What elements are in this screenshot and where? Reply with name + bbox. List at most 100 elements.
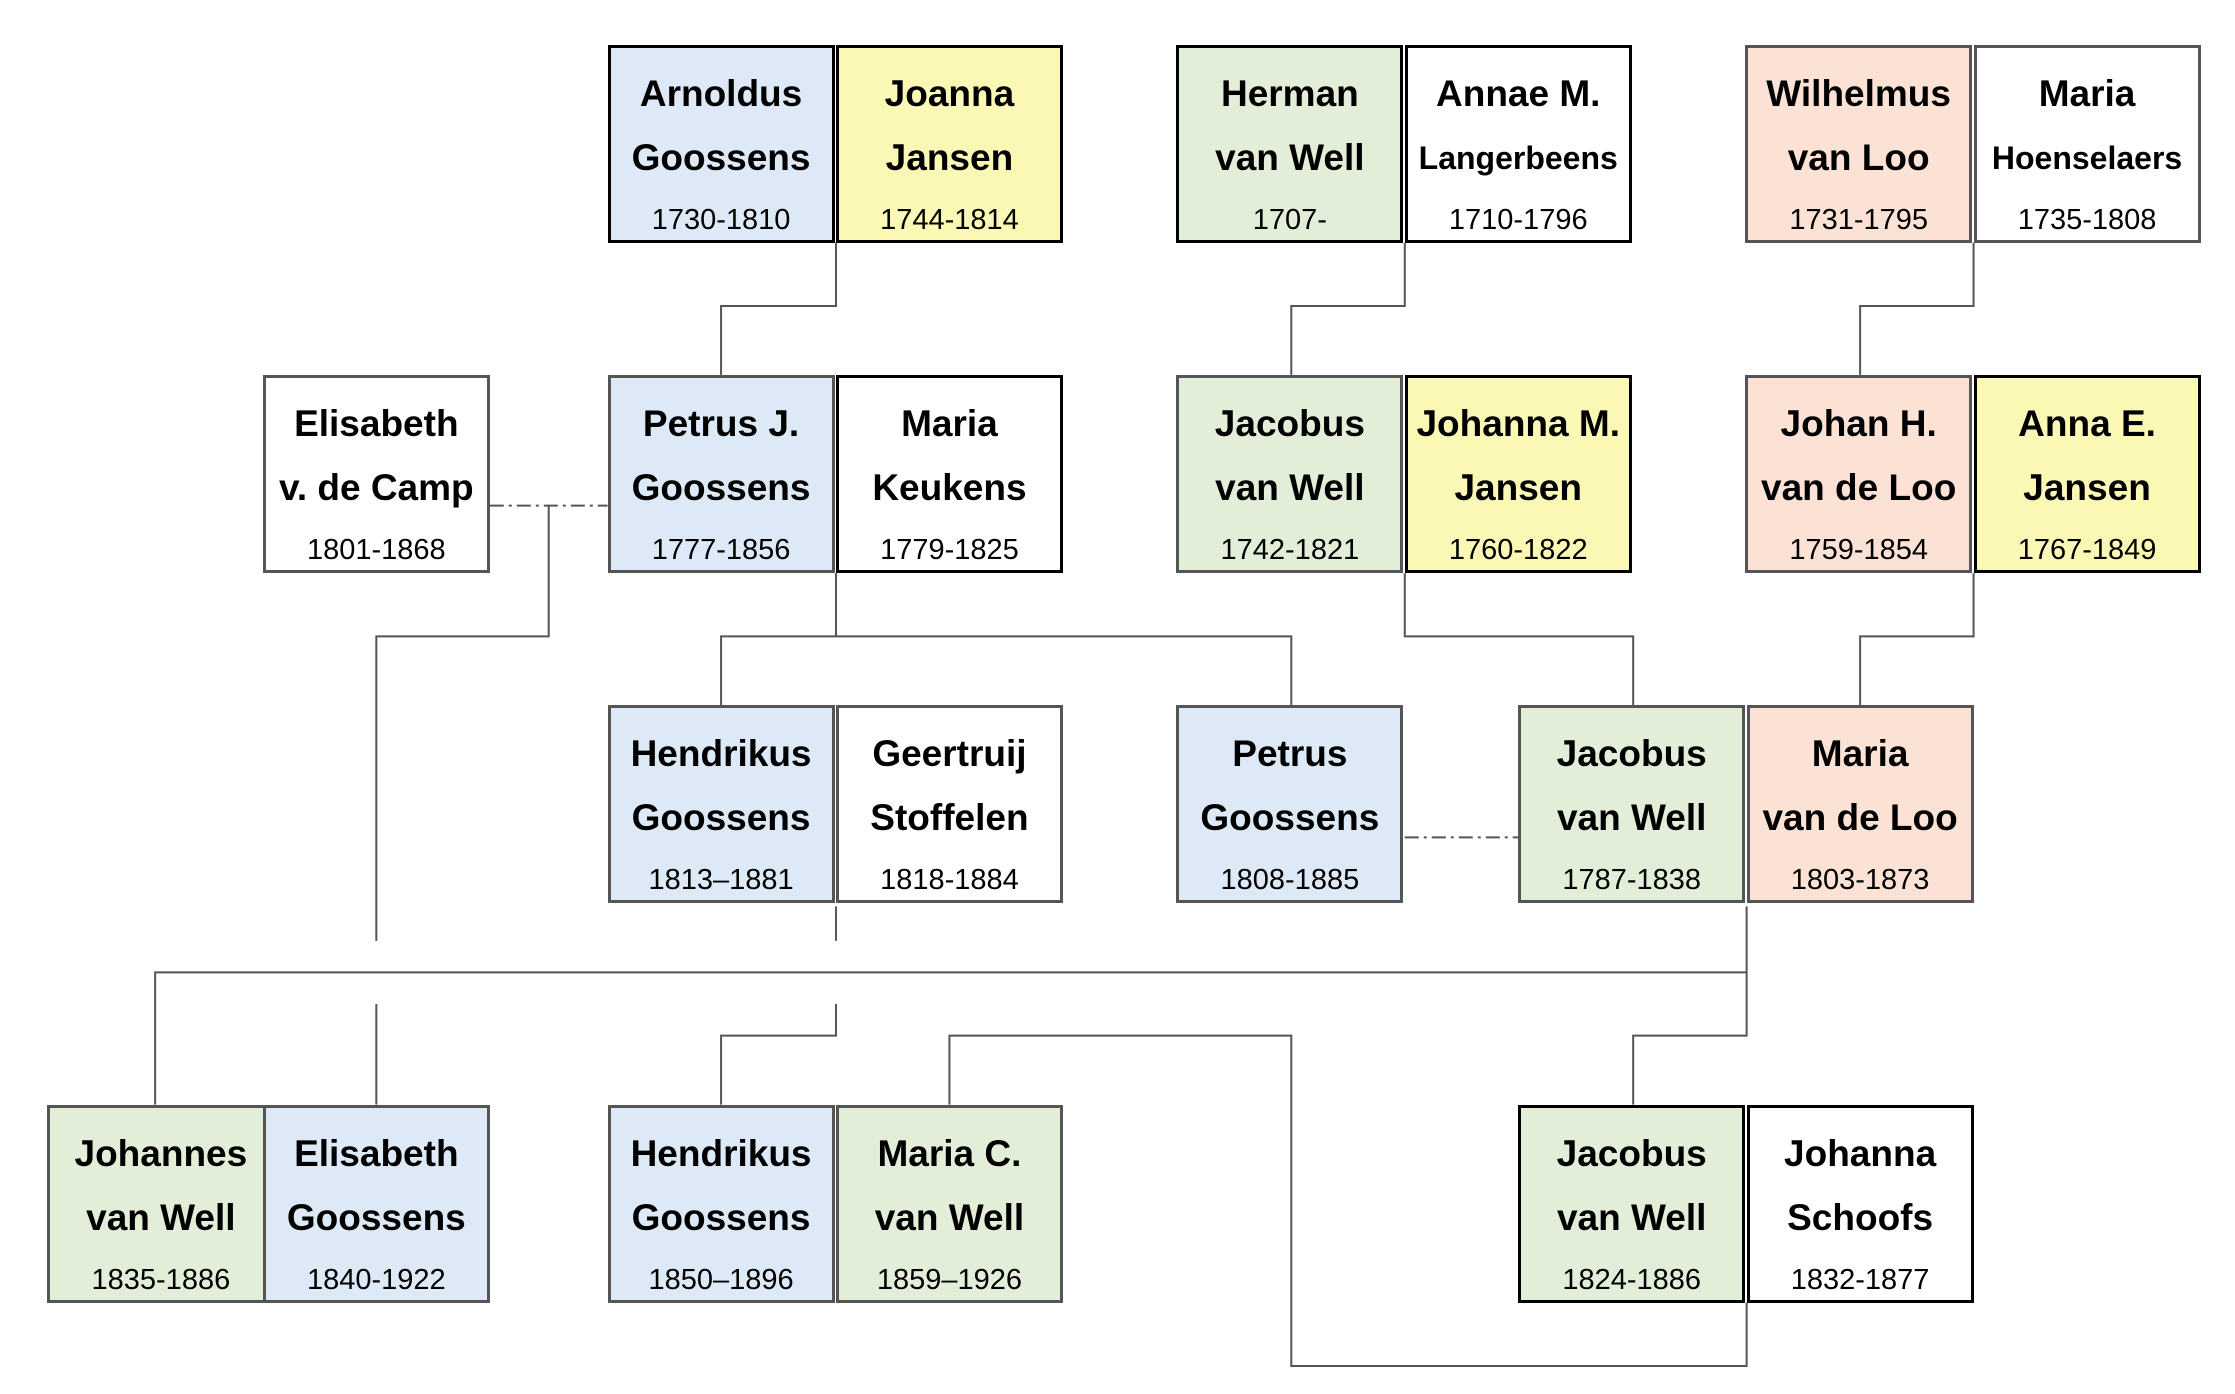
- connector-line: [1403, 573, 1635, 706]
- person-last-name: Goossens: [1200, 797, 1380, 839]
- person-first-name: Petrus J.: [642, 402, 800, 444]
- person-last-name: van Well: [874, 1196, 1025, 1238]
- person-years: 1759-1854: [1789, 533, 1928, 566]
- person-box-petrus-j-goossens: Petrus J. Goossens 1777-1856: [607, 374, 835, 574]
- person-last-name: Goossens: [631, 797, 811, 839]
- person-years: 1803-1873: [1790, 864, 1930, 897]
- person-first-name: Johanna: [1784, 1132, 1937, 1174]
- person-last-name: van Well: [1215, 466, 1365, 508]
- person-box-hendrikus-goossens-1813: Hendrikus Goossens 1813–1881: [607, 705, 835, 904]
- connector-line: [1290, 242, 1406, 375]
- person-last-name: Goossens: [286, 1196, 466, 1238]
- person-last-name: Goossens: [631, 136, 811, 178]
- person-last-name: Jansen: [2023, 466, 2151, 508]
- person-box-wilhelmus-van-loo: Wilhelmus van Loo 1731-1795: [1745, 44, 1973, 243]
- person-last-name: Jansen: [885, 136, 1014, 178]
- person-box-arnoldus-goossens: Arnoldus Goossens 1730-1810: [607, 44, 835, 243]
- person-first-name: Maria: [901, 402, 998, 444]
- person-first-name: Annae M.: [1436, 72, 1601, 114]
- person-last-name: Keukens: [872, 466, 1027, 508]
- person-first-name: Maria: [1811, 733, 1909, 775]
- person-last-name: van Well: [1556, 797, 1707, 839]
- connector-line: [720, 242, 837, 375]
- person-years: 1707-: [1252, 203, 1327, 236]
- person-years: 1735-1808: [2017, 203, 2157, 236]
- person-first-name: Johanna M.: [1416, 402, 1620, 444]
- person-years: 1808-1885: [1220, 864, 1360, 897]
- person-box-maria-c-van-well: Maria C. van Well 1859–1926: [835, 1104, 1063, 1303]
- person-years: 1710-1796: [1448, 203, 1588, 236]
- person-first-name: Herman: [1220, 72, 1359, 114]
- person-last-name: Goossens: [631, 466, 811, 508]
- person-years: 1777-1856: [651, 533, 791, 566]
- person-first-name: Johan H.: [1780, 402, 1937, 444]
- person-first-name: Wilhelmus: [1766, 72, 1951, 114]
- person-first-name: Petrus: [1232, 733, 1348, 775]
- person-box-anna-e-jansen: Anna E. Jansen 1767-1849: [1973, 374, 2201, 574]
- person-years: 1840-1922: [306, 1263, 446, 1296]
- person-box-geertruij-stoffelen: Geertruij Stoffelen 1818-1884: [835, 705, 1063, 904]
- person-last-name: van de Loo: [1762, 797, 1958, 839]
- person-years: 1818-1884: [880, 864, 1019, 897]
- person-last-name: Jansen: [1454, 466, 1582, 508]
- person-box-elisabeth-v-de-camp: Elisabeth v. de Camp 1801-1868: [262, 374, 490, 574]
- person-first-name: Hendrikus: [630, 1132, 812, 1174]
- person-years: 1787-1838: [1562, 864, 1702, 897]
- person-years: 1779-1825: [880, 533, 1019, 566]
- person-first-name: Geertruij: [872, 733, 1027, 775]
- person-first-name: Jacobus: [1556, 733, 1707, 775]
- connector-line: [1859, 573, 1975, 706]
- person-box-maria-keukens: Maria Keukens 1779-1825: [835, 374, 1063, 574]
- person-box-johanna-schoofs: Johanna Schoofs 1832-1877: [1746, 1104, 1974, 1303]
- person-first-name: Elisabeth: [294, 1132, 459, 1174]
- connector-line: [1632, 972, 1748, 1105]
- person-years: 1859–1926: [876, 1263, 1023, 1296]
- person-first-name: Hendrikus: [630, 733, 812, 775]
- connector-line: [720, 635, 1293, 706]
- person-box-maria-van-de-loo: Maria van de Loo 1803-1873: [1746, 705, 1974, 904]
- person-years: 1730-1810: [651, 203, 791, 236]
- person-years: 1742-1821: [1220, 533, 1360, 566]
- person-box-jacobus-van-well-1787: Jacobus van Well 1787-1838: [1518, 705, 1746, 904]
- person-years: 1731-1795: [1789, 203, 1928, 236]
- person-first-name: Anna E.: [2018, 402, 2156, 444]
- person-years: 1801-1868: [306, 533, 446, 566]
- person-box-johannes-van-well: Johannes van Well 1835-1886: [47, 1104, 275, 1303]
- person-last-name: van Loo: [1787, 136, 1930, 178]
- person-years: 1767-1849: [2017, 533, 2157, 566]
- connector-line: [1859, 242, 1975, 375]
- person-first-name: Jacobus: [1214, 402, 1365, 444]
- person-first-name: Maria: [2038, 72, 2136, 114]
- person-first-name: Elisabeth: [294, 402, 459, 444]
- person-last-name: van Well: [1215, 136, 1365, 178]
- person-box-johanna-m-jansen: Johanna M. Jansen 1760-1822: [1404, 374, 1632, 574]
- person-years: 1813–1881: [648, 864, 794, 897]
- person-years: 1760-1822: [1448, 533, 1588, 566]
- person-box-maria-hoenselaers: Maria Hoenselaers 1735-1808: [1973, 44, 2201, 243]
- person-box-elisabeth-goossens: Elisabeth Goossens 1840-1922: [262, 1104, 490, 1303]
- person-years: 1824-1886: [1562, 1263, 1702, 1296]
- person-first-name: Jacobus: [1556, 1132, 1707, 1174]
- person-first-name: Arnoldus: [639, 72, 803, 114]
- person-years: 1835-1886: [91, 1263, 231, 1296]
- person-last-name: Goossens: [631, 1196, 811, 1238]
- person-years: 1744-1814: [880, 203, 1019, 236]
- person-box-hendrikus-goossens-1850: Hendrikus Goossens 1850–1896: [607, 1104, 835, 1303]
- person-box-jacobus-van-well-1742: Jacobus van Well 1742-1821: [1176, 374, 1404, 574]
- person-last-name: van Well: [86, 1196, 236, 1238]
- connector-line: [948, 1034, 1748, 1367]
- person-years: 1850–1896: [648, 1263, 794, 1296]
- person-years: 1832-1877: [1790, 1263, 1930, 1296]
- person-box-annae-langerbeens: Annae M. Langerbeens 1710-1796: [1404, 44, 1632, 243]
- person-last-name: v. de Camp: [278, 466, 474, 508]
- person-box-herman-van-well: Herman van Well 1707-: [1176, 44, 1404, 243]
- person-box-jacobus-van-well-1824: Jacobus van Well 1824-1886: [1518, 1104, 1746, 1303]
- person-first-name: Johannes: [74, 1132, 248, 1174]
- person-last-name: Hoenselaers: [1991, 139, 2183, 176]
- person-last-name: Langerbeens: [1418, 139, 1618, 176]
- person-last-name: van de Loo: [1761, 466, 1957, 508]
- connector-line: [720, 1004, 837, 1105]
- person-box-petrus-goossens-1808: Petrus Goossens 1808-1885: [1176, 705, 1404, 904]
